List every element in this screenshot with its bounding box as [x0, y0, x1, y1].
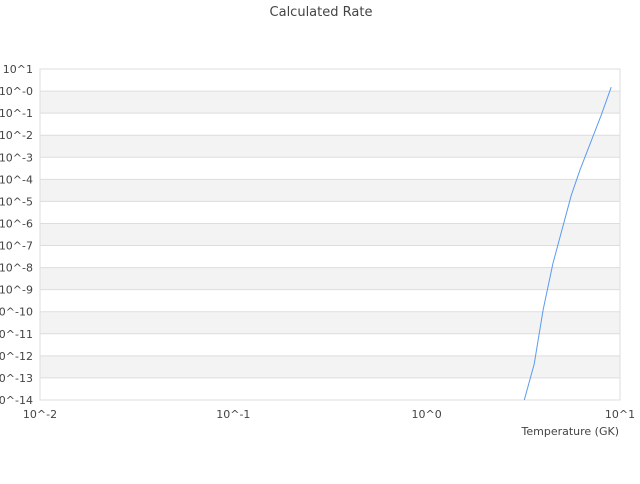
grid-band [40, 377, 620, 400]
grid-band [40, 333, 620, 356]
x-tick-label: 10^0 [412, 408, 442, 421]
y-tick-labels: 10^1 10^-0 10^-1 10^-2 10^-3 10^-4 10^-5 10^-6 1… [0, 63, 33, 407]
x-tick-label: 10^-2 [23, 408, 57, 421]
grid-band [40, 113, 620, 136]
y-tick-label: 10^-6 [0, 217, 33, 230]
y-tick-label: 10^-4 [0, 173, 33, 186]
y-tick-label: 10^-14 [0, 394, 33, 407]
x-tick-label: 10^1 [605, 408, 635, 421]
grid-band [40, 157, 620, 180]
grid-band [40, 355, 620, 378]
y-tick-label: 10^-12 [0, 350, 33, 363]
grid-band [40, 91, 620, 114]
grid-band [40, 201, 620, 224]
chart-title: Calculated Rate [270, 5, 373, 20]
y-tick-label: 10^-7 [0, 240, 33, 253]
grid-band [40, 267, 620, 290]
grid-band [40, 245, 620, 268]
x-tick-labels: 10^-2 10^-1 10^0 10^1 [23, 408, 635, 421]
plot-frame [39, 68, 621, 401]
grid-band [40, 179, 620, 202]
y-tick-label: 10^-11 [0, 328, 33, 341]
y-tick-label: 10^-2 [0, 129, 33, 142]
x-axis-label: Temperature (GK) [521, 425, 620, 438]
y-tick-label: 10^-3 [0, 151, 33, 164]
y-tick-label: 10^-9 [0, 284, 33, 297]
grid-band [40, 311, 620, 334]
y-tick-label: 10^1 [3, 63, 33, 76]
series-lines [523, 87, 612, 401]
series-line [523, 87, 612, 401]
grid-bands [40, 69, 620, 400]
y-tick-label: 10^-13 [0, 372, 33, 385]
y-tick-label: 10^-10 [0, 306, 33, 319]
grid-band [40, 289, 620, 312]
y-tick-label: 10^-0 [0, 85, 33, 98]
y-tick-label: 10^-5 [0, 195, 33, 208]
grid-band [40, 135, 620, 158]
grid-band [40, 69, 620, 92]
y-tick-label: 10^-8 [0, 262, 33, 275]
x-tick-label: 10^-1 [216, 408, 250, 421]
grid-band [40, 223, 620, 246]
y-tick-label: 10^-1 [0, 107, 33, 120]
